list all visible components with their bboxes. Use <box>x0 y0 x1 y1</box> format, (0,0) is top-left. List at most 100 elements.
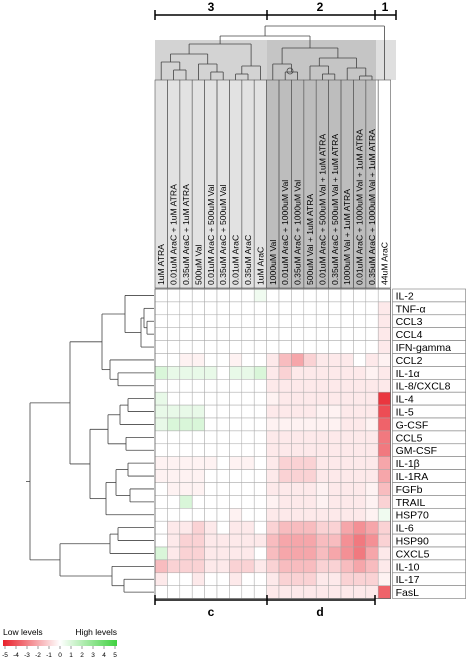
heatmap-cell <box>278 482 292 496</box>
heatmap-cell <box>167 572 181 586</box>
heatmap-cell <box>278 572 292 586</box>
heatmap-cell <box>204 379 218 393</box>
heatmap-cell <box>216 379 230 393</box>
column-label: 0.01uM AraC + 500uM Val + 1uM ATRA <box>317 134 327 285</box>
heatmap-cell <box>353 379 367 393</box>
heatmap-cell <box>291 301 305 316</box>
heatmap-cell <box>167 495 181 509</box>
heatmap-cell <box>377 353 391 367</box>
heatmap-cell <box>253 379 267 393</box>
heatmap-cell <box>154 559 168 574</box>
heatmap-cell <box>353 508 367 522</box>
heatmap-cell <box>340 417 354 432</box>
heatmap-cell <box>291 469 305 483</box>
heatmap-cell <box>365 301 379 316</box>
heatmap-cell <box>154 366 168 380</box>
heatmap-cell <box>253 508 267 522</box>
heatmap-cell <box>303 533 317 548</box>
heatmap-cell <box>303 404 317 419</box>
heatmap-cell <box>167 585 181 599</box>
heatmap-cell <box>291 508 305 522</box>
heatmap-cell <box>365 327 379 341</box>
heatmap-cell <box>253 456 267 470</box>
row-label: HSP70 <box>396 510 429 522</box>
heatmap-cell <box>216 508 230 522</box>
row-label: IL-1RA <box>396 471 429 483</box>
heatmap-cell <box>303 546 317 561</box>
heatmap-cell <box>353 366 367 380</box>
heatmap-cell <box>266 327 280 341</box>
heatmap-cell <box>191 508 205 522</box>
heatmap-cell <box>328 508 342 522</box>
heatmap-cell <box>377 546 391 561</box>
heatmap-cell <box>328 366 342 380</box>
heatmap-cell <box>291 391 305 406</box>
heatmap-cell <box>315 430 329 445</box>
row-label: TRAIL <box>396 497 426 509</box>
heatmap-cell <box>229 417 243 432</box>
heatmap-cell <box>179 379 193 393</box>
heatmap-cell <box>204 520 218 535</box>
heatmap-cell <box>315 495 329 509</box>
heatmap-cell <box>266 559 280 574</box>
legend-gradient-bar <box>3 640 117 646</box>
heatmap-cell <box>253 495 267 509</box>
heatmap-cell <box>167 391 181 406</box>
legend-tick-label: 1 <box>69 652 73 659</box>
cluster-label-d: d <box>316 605 323 619</box>
row-label: IL-5 <box>396 407 414 419</box>
row-label: CCL5 <box>396 432 423 444</box>
column-label-box <box>377 79 391 289</box>
heatmap-cell <box>241 469 255 483</box>
heatmap-cell <box>353 495 367 509</box>
heatmap-cell <box>353 301 367 316</box>
heatmap-cell <box>229 508 243 522</box>
heatmap-cell <box>204 353 218 367</box>
heatmap-cell <box>241 430 255 445</box>
heatmap-cell <box>229 391 243 406</box>
heatmap-cell <box>315 533 329 548</box>
heatmap-cell <box>291 327 305 341</box>
heatmap-cell <box>328 391 342 406</box>
heatmap-cell <box>328 495 342 509</box>
heatmap-cell <box>303 417 317 432</box>
heatmap-cell <box>377 417 391 432</box>
heatmap-cell <box>191 559 205 574</box>
heatmap-cell <box>154 353 168 367</box>
heatmap-cell <box>204 559 218 574</box>
heatmap-cell <box>229 559 243 574</box>
heatmap-cell <box>253 559 267 574</box>
heatmap-cell <box>291 430 305 445</box>
heatmap-cell <box>191 301 205 316</box>
heatmap-cell <box>191 340 205 354</box>
row-dendrogram <box>26 295 154 593</box>
heatmap-cell <box>291 572 305 586</box>
heatmap-cell <box>191 366 205 380</box>
heatmap-cell <box>167 366 181 380</box>
heatmap-cell <box>353 443 367 457</box>
heatmap-cell <box>241 520 255 535</box>
heatmap-cell <box>191 379 205 393</box>
legend-high-label: High levels <box>75 627 117 637</box>
heatmap-cell <box>216 559 230 574</box>
heatmap-cell <box>216 456 230 470</box>
heatmap-cell <box>353 456 367 470</box>
heatmap-cell <box>253 572 267 586</box>
heatmap-cell <box>167 546 181 561</box>
heatmap-cell <box>291 546 305 561</box>
heatmap-cell <box>303 379 317 393</box>
heatmap-cell <box>204 508 218 522</box>
heatmap-cell <box>167 533 181 548</box>
row-label: CCL2 <box>396 355 423 367</box>
heatmap-cell <box>154 340 168 354</box>
column-label: 500uM Val <box>193 244 203 285</box>
heatmap-cell <box>204 443 218 457</box>
heatmap-cell <box>315 340 329 354</box>
heatmap-cell <box>229 482 243 496</box>
heatmap-cell <box>179 443 193 457</box>
cluster-label-3: 3 <box>208 0 215 14</box>
heatmap-cell <box>266 585 280 599</box>
heatmap-cell <box>266 520 280 535</box>
heatmap-cell <box>179 301 193 316</box>
heatmap-cell <box>179 482 193 496</box>
